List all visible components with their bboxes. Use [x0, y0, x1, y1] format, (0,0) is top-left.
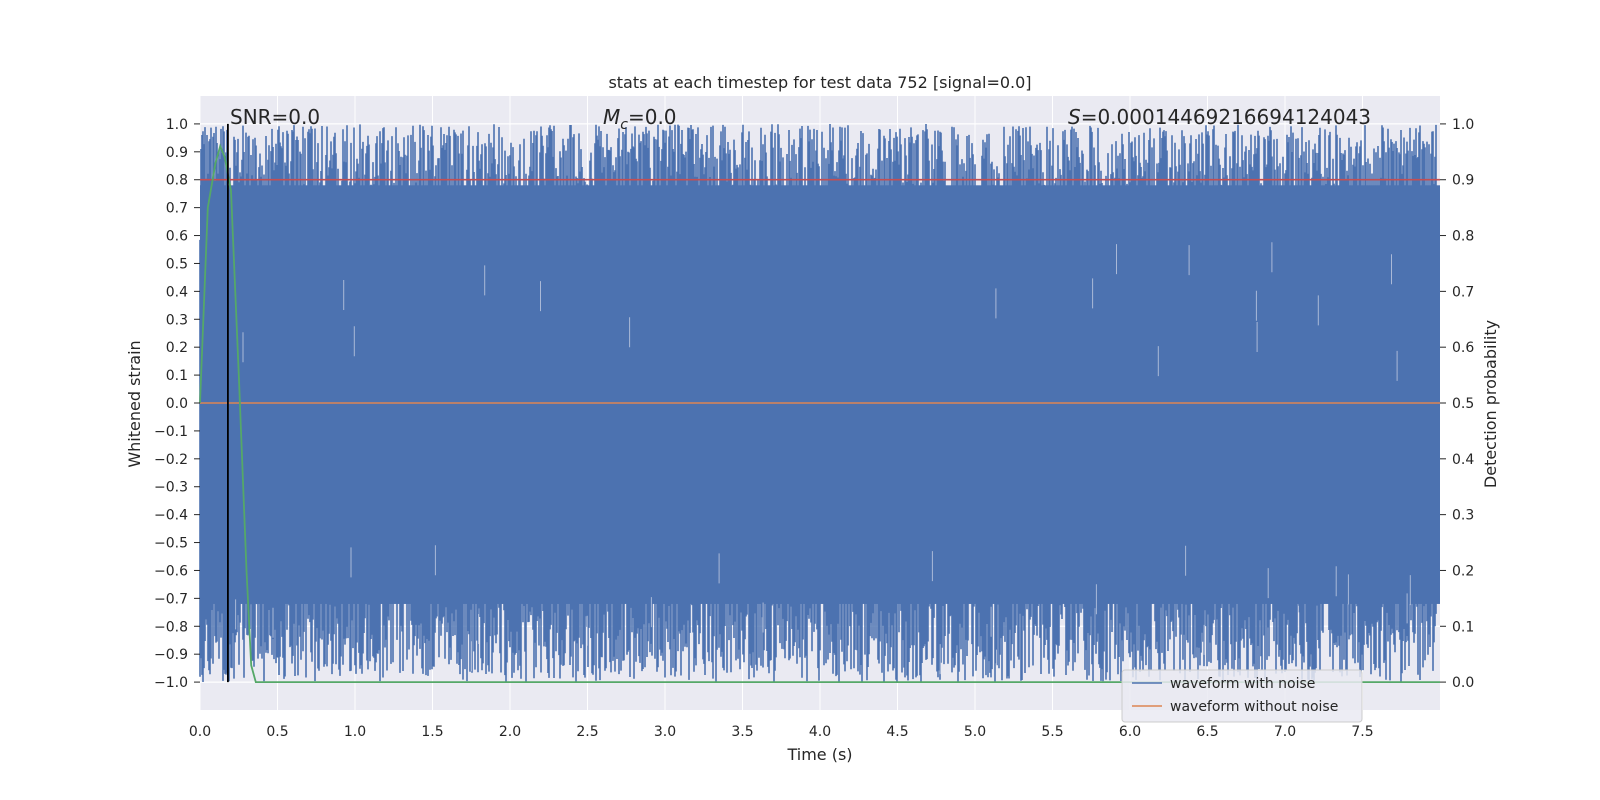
y-tick-label: −0.2 — [154, 452, 188, 468]
noise-waveform — [199, 124, 1438, 683]
y2-tick-label: 1.0 — [1452, 117, 1474, 133]
y-tick-label: 0.7 — [166, 201, 188, 217]
y-axis-ticks: 1.0 0.9 0.8 0.7 0.6 0.5 0.4 0.3 0.2 0.1 0.0 −0.1 −0.… — [154, 117, 200, 691]
x-tick-label: 2.5 — [576, 724, 598, 740]
mc-symbol: M — [603, 105, 620, 129]
x-tick-label: 1.0 — [344, 724, 366, 740]
legend: waveform with noise waveform without noi… — [1121, 669, 1363, 723]
y2-tick-label: 0.4 — [1452, 452, 1474, 468]
y-tick-label: −0.5 — [154, 536, 188, 552]
x-tick-label: 3.5 — [731, 724, 753, 740]
mc-subscript: c — [620, 117, 628, 133]
y2-tick-label: 0.3 — [1452, 508, 1474, 524]
y-tick-label: 0.8 — [166, 173, 188, 189]
legend-label-noise: waveform with noise — [1170, 676, 1315, 692]
y2-tick-label: 0.6 — [1452, 340, 1474, 356]
y-tick-label: 0.5 — [166, 256, 188, 272]
chart-title: stats at each timestep for test data 752… — [608, 73, 1031, 92]
x-axis-label: Time (s) — [786, 745, 852, 764]
s-symbol: S — [1068, 105, 1081, 129]
x-tick-label: 0.5 — [266, 724, 288, 740]
s-value: =0.00014469216694124043 — [1081, 105, 1371, 129]
x-tick-label: 7.0 — [1274, 724, 1296, 740]
mc-value: =0.0 — [628, 105, 677, 129]
overlay-lines — [199, 123, 1440, 683]
y-tick-label: −0.6 — [154, 563, 188, 579]
x-axis-ticks: 0.0 0.5 1.0 1.5 2.0 2.5 3.0 3.5 4.0 4.5 5.0 5.5 6.0 6… — [189, 724, 1374, 740]
x-tick-label: 3.0 — [654, 724, 676, 740]
y-tick-label: 0.0 — [166, 396, 188, 412]
x-tick-label: 4.0 — [809, 724, 831, 740]
y-tick-label: −1.0 — [154, 675, 188, 691]
snr-annotation: SNR=0.0 — [230, 105, 320, 129]
y2-tick-label: 0.7 — [1452, 284, 1474, 300]
legend-box — [1121, 669, 1363, 723]
x-tick-label: 2.0 — [499, 724, 521, 740]
y-tick-label: 1.0 — [166, 117, 188, 133]
y2-axis-label: Detection probability — [1481, 320, 1500, 488]
y-tick-label: −0.1 — [154, 424, 188, 440]
y-tick-label: 0.3 — [166, 312, 188, 328]
y-tick-label: −0.9 — [154, 647, 188, 663]
x-tick-label: 7.5 — [1351, 724, 1373, 740]
y-axis-label: Whitened strain — [125, 340, 144, 467]
y2-tick-label: 0.2 — [1452, 563, 1474, 579]
x-tick-label: 5.0 — [964, 724, 986, 740]
y-tick-label: 0.1 — [166, 368, 188, 384]
y-tick-label: 0.9 — [166, 145, 188, 161]
y2-tick-label: 0.5 — [1452, 396, 1474, 412]
s-annotation: S=0.00014469216694124043 — [1068, 105, 1371, 129]
waveform-with-noise-series — [199, 124, 1440, 683]
chirp-mass-annotation: Mc=0.0 — [603, 105, 677, 133]
x-tick-label: 5.5 — [1041, 724, 1063, 740]
legend-label-clean: waveform without noise — [1170, 699, 1338, 715]
x-tick-label: 6.0 — [1119, 724, 1141, 740]
x-tick-label: 1.5 — [421, 724, 443, 740]
noise-gaps — [235, 242, 1411, 680]
y-tick-label: −0.7 — [154, 591, 188, 607]
y2-axis-ticks: 1.0 0.9 0.8 0.7 0.6 0.5 0.4 0.3 0.2 0.1 0.0 — [1440, 117, 1474, 691]
y2-tick-label: 0.0 — [1452, 675, 1474, 691]
y-tick-label: −0.4 — [154, 508, 188, 524]
y2-tick-label: 0.8 — [1452, 229, 1474, 245]
x-tick-label: 4.5 — [886, 724, 908, 740]
y-tick-label: 0.6 — [166, 229, 188, 245]
detection-probability-line — [199, 143, 1440, 683]
y-tick-label: 0.2 — [166, 340, 188, 356]
y-tick-label: −0.3 — [154, 480, 188, 496]
y-tick-label: 0.4 — [166, 284, 188, 300]
x-tick-label: 0.0 — [189, 724, 211, 740]
y2-tick-label: 0.1 — [1452, 619, 1474, 635]
y2-tick-label: 0.9 — [1452, 173, 1474, 189]
x-tick-label: 6.5 — [1196, 724, 1218, 740]
y-tick-label: −0.8 — [154, 619, 188, 635]
